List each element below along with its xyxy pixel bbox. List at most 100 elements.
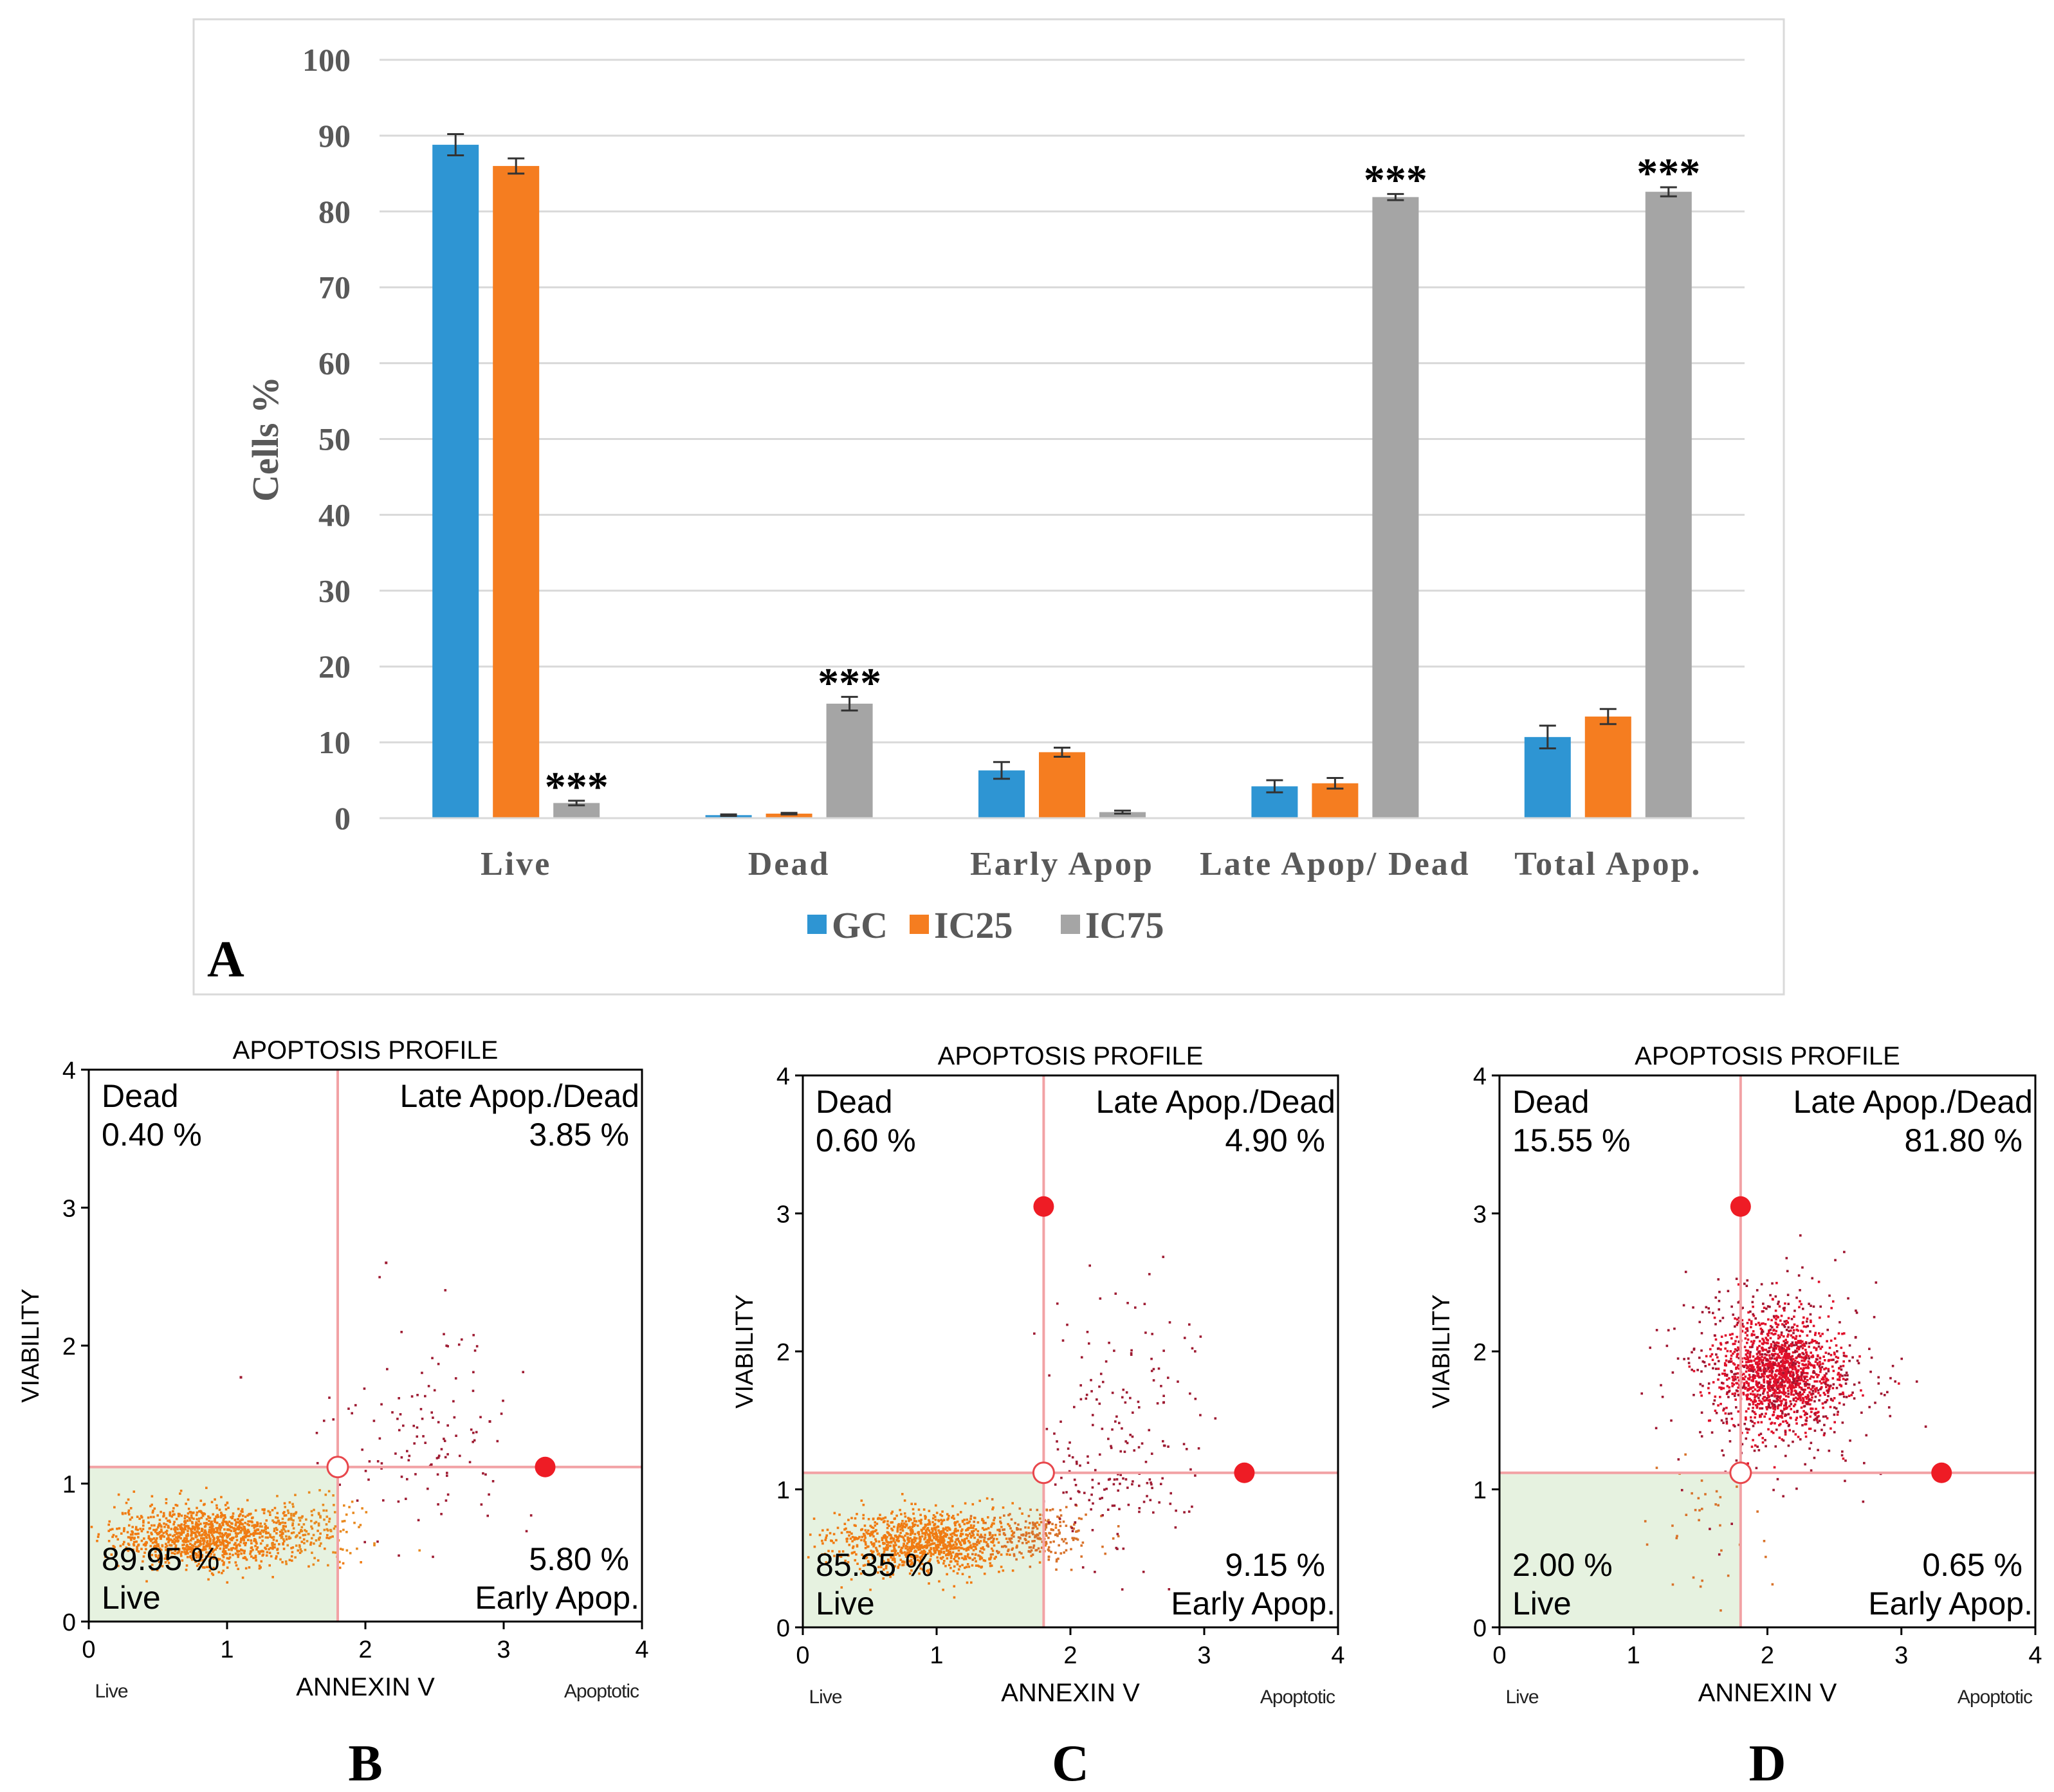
event-dot — [234, 1552, 237, 1555]
event-dot — [124, 1512, 127, 1515]
event-dot — [1737, 1346, 1739, 1349]
event-dot — [1068, 1441, 1071, 1444]
panel-letter-c: C — [1052, 1735, 1089, 1792]
event-dot — [1835, 1387, 1839, 1389]
event-dot — [1877, 1382, 1880, 1385]
event-dot — [812, 1517, 816, 1520]
event-dot — [1799, 1355, 1802, 1358]
event-dot — [436, 1473, 439, 1476]
event-dot — [1886, 1391, 1889, 1394]
event-dot — [1764, 1439, 1766, 1441]
event-dot — [284, 1560, 288, 1563]
event-dot — [158, 1531, 161, 1533]
event-dot — [255, 1548, 258, 1551]
event-dot — [157, 1557, 160, 1560]
event-dot — [1795, 1350, 1799, 1353]
event-dot — [170, 1515, 174, 1518]
event-dot — [368, 1460, 371, 1463]
event-dot — [851, 1551, 854, 1554]
event-dot — [210, 1528, 213, 1531]
event-dot — [1774, 1379, 1777, 1382]
event-dot — [885, 1567, 888, 1569]
event-dot — [888, 1553, 892, 1557]
event-dot — [946, 1513, 949, 1515]
event-dot — [1719, 1495, 1722, 1499]
event-dot — [150, 1557, 152, 1560]
event-dot — [1119, 1474, 1122, 1476]
event-dot — [1712, 1367, 1714, 1370]
event-dot — [1714, 1395, 1717, 1398]
event-dot — [852, 1545, 855, 1548]
event-dot — [1032, 1533, 1034, 1535]
event-dot — [1692, 1576, 1695, 1579]
event-dot — [218, 1508, 221, 1512]
event-dot — [1646, 1543, 1649, 1546]
event-dot — [1766, 1396, 1768, 1400]
event-dot — [1805, 1397, 1808, 1400]
event-dot — [1048, 1374, 1050, 1377]
event-dot — [818, 1533, 821, 1537]
event-dot — [180, 1526, 183, 1529]
event-dot — [1777, 1385, 1780, 1388]
event-dot — [1829, 1398, 1833, 1400]
event-dot — [925, 1546, 928, 1550]
event-dot — [1780, 1353, 1783, 1355]
event-dot — [1781, 1344, 1784, 1347]
event-dot — [149, 1544, 152, 1548]
event-dot — [195, 1513, 198, 1517]
event-dot — [119, 1544, 122, 1548]
x-tick-label: 0 — [796, 1642, 809, 1669]
event-dot — [200, 1516, 203, 1519]
event-dot — [1820, 1382, 1823, 1385]
event-dot — [1811, 1407, 1814, 1411]
event-dot — [1751, 1343, 1754, 1346]
event-dot — [1660, 1384, 1662, 1387]
event-dot — [232, 1515, 234, 1518]
event-dot — [437, 1456, 440, 1459]
event-dot — [1773, 1466, 1776, 1469]
event-dot — [1725, 1359, 1728, 1362]
event-dot — [851, 1540, 854, 1542]
event-dot — [276, 1548, 279, 1551]
event-dot — [137, 1532, 140, 1535]
event-dot — [361, 1507, 363, 1510]
x-end-label-live: Live — [95, 1681, 127, 1702]
event-dot — [906, 1533, 909, 1535]
event-dot — [835, 1539, 838, 1542]
event-dot — [1768, 1381, 1771, 1384]
event-dot — [1790, 1407, 1793, 1411]
event-dot — [241, 1508, 244, 1511]
event-dot — [1768, 1363, 1771, 1366]
event-dot — [1830, 1358, 1833, 1362]
event-dot — [933, 1532, 935, 1535]
event-dot — [918, 1572, 921, 1575]
event-dot — [1833, 1337, 1837, 1340]
event-dot — [107, 1523, 110, 1526]
event-dot — [954, 1524, 957, 1527]
event-dot — [1820, 1366, 1824, 1369]
event-dot — [1808, 1362, 1811, 1364]
event-dot — [215, 1546, 218, 1548]
event-dot — [1782, 1371, 1785, 1375]
event-dot — [1835, 1344, 1838, 1347]
event-dot — [405, 1477, 408, 1481]
event-dot — [1745, 1364, 1748, 1367]
event-dot — [942, 1544, 945, 1547]
event-dot — [1779, 1395, 1782, 1398]
event-dot — [189, 1542, 192, 1546]
event-dot — [961, 1519, 964, 1522]
event-dot — [173, 1552, 176, 1555]
event-dot — [1883, 1394, 1886, 1396]
event-dot — [385, 1261, 388, 1265]
event-dot — [1111, 1428, 1114, 1431]
event-dot — [207, 1542, 210, 1546]
event-dot — [1787, 1371, 1790, 1373]
y-tick-label: 2 — [776, 1339, 790, 1366]
event-dot — [1894, 1380, 1896, 1383]
event-dot — [1714, 1362, 1716, 1366]
event-dot — [921, 1555, 923, 1558]
event-dot — [1081, 1541, 1085, 1544]
event-dot — [1671, 1371, 1674, 1374]
event-dot — [236, 1518, 239, 1521]
